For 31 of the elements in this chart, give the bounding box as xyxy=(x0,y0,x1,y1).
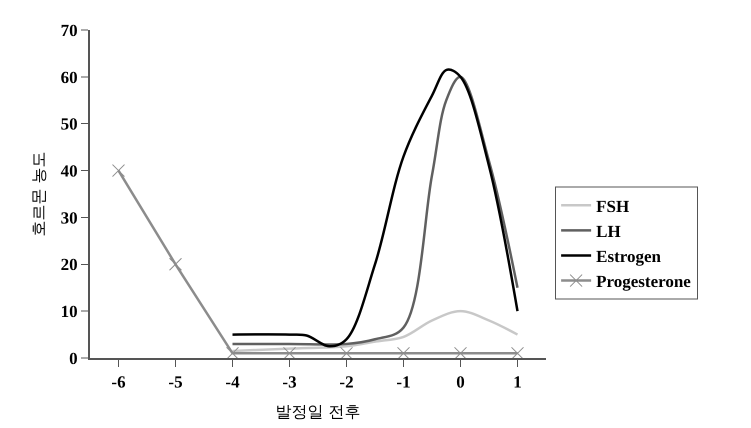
x-tick-label: 1 xyxy=(513,372,522,392)
y-tick-label: 40 xyxy=(60,162,78,181)
x-tick-label: -4 xyxy=(225,372,240,392)
point xyxy=(283,346,296,358)
x-tick-label: -5 xyxy=(168,372,183,392)
y-tick-label: 60 xyxy=(60,68,78,87)
x-tick-label: -3 xyxy=(282,372,297,392)
y-tick-label: 30 xyxy=(60,208,78,228)
point xyxy=(169,258,182,271)
x-tick-label: 0 xyxy=(456,372,465,392)
x-tick-label: -6 xyxy=(111,372,126,392)
point xyxy=(340,346,353,358)
y-tick-label: 50 xyxy=(60,114,78,134)
point xyxy=(397,346,410,358)
y-axis-title: 호르몬 농도 xyxy=(29,151,48,237)
y-tick-label: 10 xyxy=(60,302,78,322)
x-tick-label: -1 xyxy=(396,372,411,392)
legend-label: FSH xyxy=(596,196,630,216)
y-tick-label: 20 xyxy=(60,255,78,274)
y-tick-label: 0 xyxy=(69,348,78,368)
legend-label: Progesterone xyxy=(596,272,692,292)
x-axis-title: 발정일 전후 xyxy=(275,402,361,421)
y-tick-label: 70 xyxy=(60,20,78,40)
point xyxy=(226,346,239,358)
point xyxy=(511,346,524,358)
legend-label: Estrogen xyxy=(596,247,662,266)
legend-label: LH xyxy=(596,222,621,241)
line-series xyxy=(231,310,519,352)
x-tick-label: -2 xyxy=(339,372,354,392)
point xyxy=(112,164,125,178)
point xyxy=(454,346,467,358)
